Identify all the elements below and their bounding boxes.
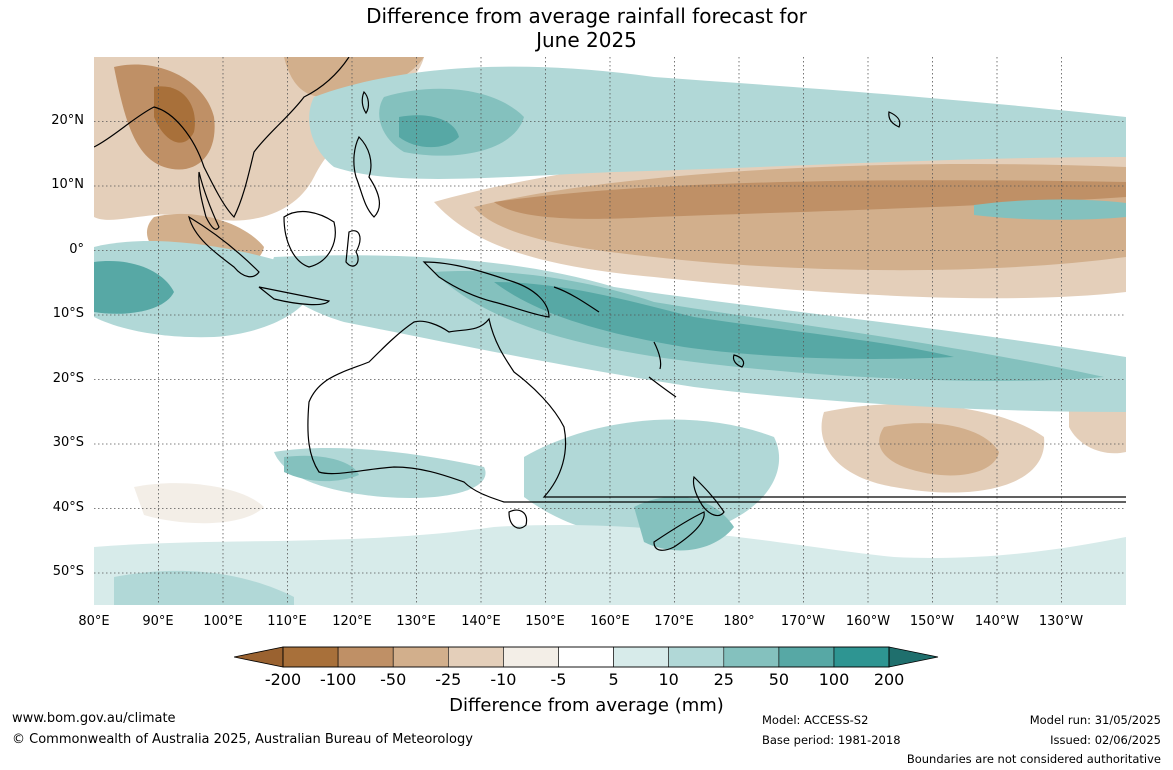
lat-label-50s: 50°S — [52, 564, 84, 579]
coastline-malay-peninsula — [198, 171, 220, 230]
coastline-new-zealand-south — [653, 511, 705, 551]
model-info: Model: ACCESS-S2 — [762, 713, 869, 727]
colorbar-cell — [448, 646, 504, 668]
wet-band-southern-ocean-core — [114, 570, 294, 605]
lon-label-150w: 150°W — [909, 614, 955, 629]
colorbar-tick-label: 25 — [713, 670, 734, 689]
colorbar-cell — [282, 646, 339, 668]
colorbar-cell — [778, 646, 835, 668]
coastline-solomon-islands — [553, 286, 600, 313]
colorbar — [234, 646, 939, 668]
lon-label-120e: 120°E — [332, 614, 372, 629]
wet-band-north-pacific-strip — [974, 199, 1126, 220]
dry-region-china-coast — [284, 57, 424, 97]
coastline-java — [258, 286, 331, 306]
lat-label-20s: 20°S — [52, 371, 84, 386]
dry-band-equatorial-pacific-core — [494, 180, 1126, 219]
base-period-info: Base period: 1981-2018 — [762, 733, 901, 747]
lon-label-140w: 140°W — [974, 614, 1020, 629]
dry-region-southeast-pacific-core — [879, 423, 999, 476]
lat-label-10s: 10°S — [52, 306, 84, 321]
colorbar-tick-label: -25 — [435, 670, 462, 689]
lon-label-80e: 80°E — [78, 614, 110, 629]
issued-info: Issued: 02/06/2025 — [1050, 733, 1161, 747]
coastline-tasmania — [508, 509, 528, 529]
colorbar-cell — [723, 646, 780, 668]
website-link[interactable]: www.bom.gov.au/climate — [12, 711, 176, 726]
wet-region-southern-ocean-core — [284, 455, 359, 482]
colorbar-cell — [833, 646, 890, 668]
lon-label-110e: 110°E — [267, 614, 307, 629]
lon-label-160e: 160°E — [590, 614, 630, 629]
colorbar-cell — [668, 646, 725, 668]
title-line-1: Difference from average rainfall forecas… — [366, 4, 807, 28]
colorbar-tick-label: 100 — [818, 670, 850, 689]
dry-anomaly-regions — [94, 57, 1126, 524]
copyright-text: © Commonwealth of Australia 2025, Austra… — [12, 732, 473, 747]
lon-label-160w: 160°W — [845, 614, 891, 629]
lat-label-equator: 0° — [69, 242, 84, 257]
title-line-2: June 2025 — [536, 28, 637, 52]
lon-label-130e: 130°E — [396, 614, 436, 629]
colorbar-cell — [337, 646, 394, 668]
lat-label-20n: 20°N — [51, 113, 84, 128]
lon-label-170e: 170°E — [654, 614, 694, 629]
colorbar-tick-label: 200 — [873, 670, 905, 689]
lon-label-150e: 150°E — [525, 614, 565, 629]
coastline-asia-mainland — [94, 57, 350, 219]
lon-label-100e: 100°E — [203, 614, 243, 629]
colorbar-tick-label: -5 — [550, 670, 567, 689]
colorbar-tick-label: -10 — [490, 670, 517, 689]
colorbar-cell — [613, 646, 670, 668]
map-title: Difference from average rainfall forecas… — [0, 4, 1173, 52]
colorbar-tick-label: -200 — [264, 670, 302, 689]
lon-label-90e: 90°E — [142, 614, 174, 629]
wet-band-south-pacific-convergence-core — [494, 282, 954, 359]
lat-label-30s: 30°S — [52, 435, 84, 450]
lon-label-170w: 170°W — [780, 614, 826, 629]
coastline-hawaii — [888, 111, 901, 128]
coastline-new-guinea — [422, 261, 550, 318]
lon-label-130w: 130°W — [1038, 614, 1084, 629]
colorbar-cell — [503, 646, 559, 668]
colorbar-tick-label: 10 — [658, 670, 679, 689]
colorbar-cell — [392, 646, 449, 668]
rainfall-map — [94, 57, 1126, 605]
wet-region-philippine-sea-peak — [399, 115, 459, 148]
wet-region-philippine-sea-outer — [309, 66, 1126, 179]
colorbar-tick-label: -100 — [319, 670, 357, 689]
map-canvas — [94, 57, 1126, 605]
colorbar-tick-label: 5 — [608, 670, 619, 689]
coastline-borneo — [283, 210, 336, 268]
coastline-fiji — [732, 354, 745, 368]
coastline-sumatra — [188, 215, 260, 278]
model-run-info: Model run: 31/05/2025 — [1029, 713, 1161, 727]
coastline-new-zealand-north — [692, 475, 725, 517]
lat-label-10n: 10°N — [51, 177, 84, 192]
coastline-philippines — [353, 135, 381, 218]
lat-label-40s: 40°S — [52, 500, 84, 515]
colorbar-tick-label: 50 — [768, 670, 790, 689]
wet-region-eastern-indian-ocean — [94, 241, 316, 338]
colorbar-over-arrow — [888, 646, 939, 668]
coastlines — [94, 57, 1126, 551]
colorbar-title: Difference from average (mm) — [449, 695, 724, 716]
dry-region-southern-indian-ocean — [134, 483, 264, 524]
lon-label-140e: 140°E — [461, 614, 501, 629]
colorbar-cell — [558, 646, 614, 668]
coastline-taiwan — [361, 90, 370, 115]
graticule — [94, 57, 1126, 605]
colorbar-tick-label: -50 — [380, 670, 407, 689]
coastline-vanuatu — [653, 341, 662, 370]
coastline-sulawesi — [345, 230, 361, 267]
dry-region-indochina-peak — [154, 86, 195, 143]
colorbar-under-arrow — [234, 646, 284, 668]
lon-label-180: 180° — [723, 614, 755, 629]
wet-anomaly-regions — [94, 66, 1126, 605]
wet-band-southern-ocean — [94, 524, 1126, 605]
wet-region-eastern-indian-ocean-core — [94, 261, 174, 314]
coastline-new-caledonia — [648, 376, 677, 398]
boundaries-disclaimer: Boundaries are not considered authoritat… — [906, 752, 1161, 766]
